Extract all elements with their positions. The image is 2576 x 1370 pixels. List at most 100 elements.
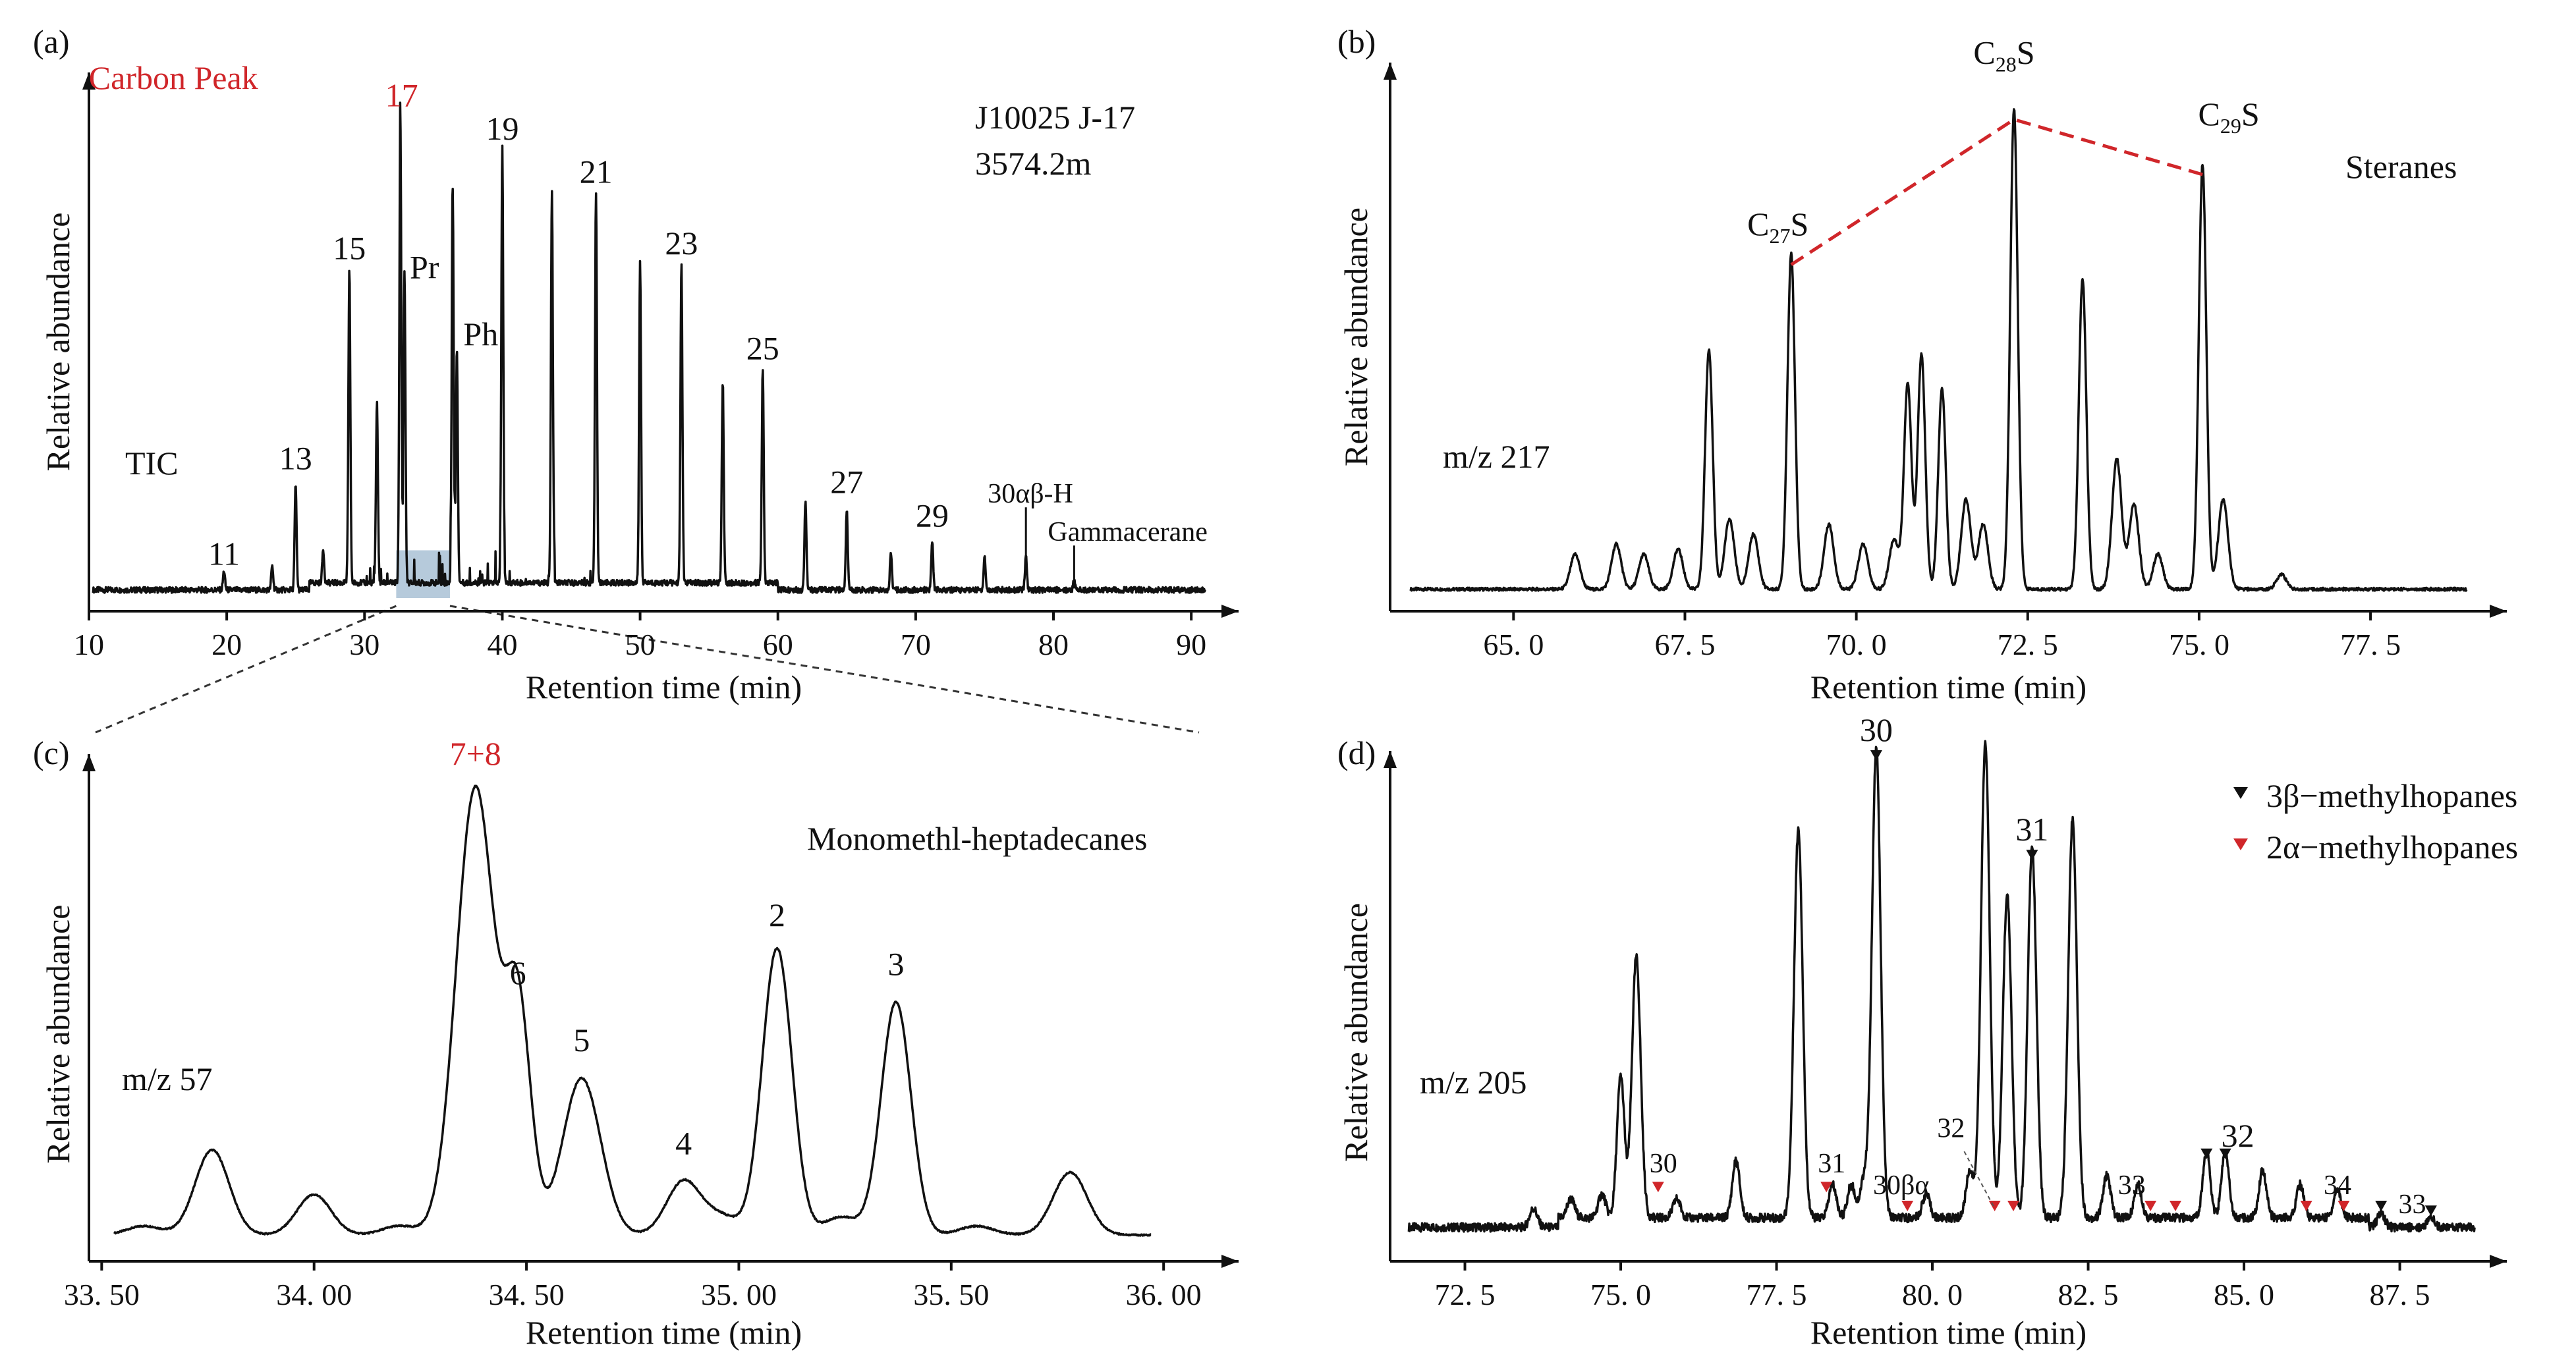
y-axis-arrow bbox=[82, 72, 96, 90]
x-tick-label: 90 bbox=[1176, 628, 1206, 661]
group-label: Monomethl-heptadecanes bbox=[807, 820, 1147, 857]
peak-marker bbox=[2169, 1201, 2181, 1211]
peak-label: 19 bbox=[486, 110, 518, 147]
sample-depth: 3574.2m bbox=[975, 145, 1092, 182]
peak-marker bbox=[2026, 850, 2038, 861]
x-axis-label: Retention time (min) bbox=[526, 1314, 802, 1351]
peak-label: 6 bbox=[510, 954, 526, 991]
x-tick-label: 35. 50 bbox=[913, 1278, 989, 1311]
marker-label: 30 bbox=[1650, 1149, 1677, 1179]
panel-label: (c) bbox=[33, 734, 70, 771]
x-axis-arrow bbox=[1221, 1255, 1239, 1268]
y-axis-label: Relative abundance bbox=[1337, 207, 1374, 466]
x-tick-label: 67. 5 bbox=[1654, 628, 1715, 661]
peak-marker bbox=[2338, 1201, 2350, 1211]
legend-marker bbox=[2233, 838, 2248, 850]
leader-line bbox=[1963, 1151, 1996, 1209]
peak-label: 7+8 bbox=[450, 735, 501, 772]
x-axis-label: Retention time (min) bbox=[526, 669, 802, 705]
y-axis-arrow bbox=[1384, 63, 1397, 80]
peak-label-c29s: C29S bbox=[2198, 96, 2260, 138]
x-tick-label: 65. 0 bbox=[1483, 628, 1544, 661]
x-tick-label: 75. 0 bbox=[1590, 1278, 1651, 1311]
peak-marker bbox=[2375, 1201, 2388, 1211]
zoom-connectors bbox=[95, 605, 1200, 734]
peak-label: 2 bbox=[769, 896, 785, 933]
panel-a: (a) 10 20 30 40 50 60 70 80 90 11 13 15 17 Pr Ph 19 21 23 2… bbox=[33, 23, 1239, 705]
x-tick-label: 60 bbox=[763, 628, 793, 661]
panel-b: (b) 65. 0 67. 5 70. 0 72. 5 75. 0 77. 5 C27S C28… bbox=[1337, 23, 2507, 705]
peak-label-hopane: 30αβ-H bbox=[988, 479, 1073, 509]
x-tick-label: 80. 0 bbox=[1902, 1278, 1963, 1311]
x-tick-label: 72. 5 bbox=[1435, 1278, 1496, 1311]
peak-marker bbox=[2007, 1201, 2020, 1211]
x-tick-label: 87. 5 bbox=[2370, 1278, 2430, 1311]
x-tick-label: 77. 5 bbox=[2340, 628, 2401, 661]
chart-title: Carbon Peak bbox=[89, 59, 258, 96]
peak-label: 5 bbox=[573, 1022, 590, 1058]
peak-label: 29 bbox=[916, 497, 949, 534]
annotation-text: 34 bbox=[2324, 1170, 2351, 1201]
trace-label: m/z 217 bbox=[1443, 438, 1550, 475]
x-tick-label: 75. 0 bbox=[2169, 628, 2229, 661]
peak-marker bbox=[2200, 1148, 2213, 1159]
y-axis-label: Relative abundance bbox=[40, 213, 76, 472]
peak-label: 3 bbox=[888, 946, 905, 983]
x-tick-label: 40 bbox=[487, 628, 517, 661]
x-axis-label: Retention time (min) bbox=[1810, 669, 2086, 705]
x-tick-label: 70 bbox=[901, 628, 931, 661]
peak-label: 27 bbox=[830, 464, 863, 501]
legend-marker bbox=[2233, 787, 2248, 799]
y-axis-label: Relative abundance bbox=[1337, 903, 1374, 1162]
x-tick-label: 36. 00 bbox=[1126, 1278, 1202, 1311]
zoom-connector-right bbox=[449, 605, 1200, 734]
peak-label-c27s: C27S bbox=[1747, 206, 1808, 248]
annotation-text: 33 bbox=[2118, 1170, 2146, 1201]
annotation-text: 32 bbox=[1937, 1114, 1965, 1144]
x-tick-label: 82. 5 bbox=[2058, 1278, 2119, 1311]
x-tick-label: 20 bbox=[211, 628, 242, 661]
x-tick-label: 33. 50 bbox=[64, 1278, 140, 1311]
annotation-text: 32 bbox=[2222, 1117, 2254, 1154]
x-tick-label: 34. 50 bbox=[489, 1278, 565, 1311]
peak-marker bbox=[1901, 1201, 1914, 1211]
tic-trace bbox=[92, 101, 1206, 594]
x-tick-label: 80 bbox=[1038, 628, 1069, 661]
x-tick-label: 30 bbox=[349, 628, 379, 661]
annotation-text: 30βα bbox=[1873, 1170, 1929, 1201]
x-tick-label: 10 bbox=[74, 628, 104, 661]
marker-label: 31 bbox=[2015, 811, 2048, 848]
y-axis-label: Relative abundance bbox=[40, 905, 76, 1164]
peak-label-ph: Ph bbox=[463, 315, 498, 352]
trace-label: TIC bbox=[125, 445, 179, 481]
annotation-text: 33 bbox=[2398, 1190, 2426, 1220]
x-tick-label: 70. 0 bbox=[1826, 628, 1887, 661]
x-tick-label: 72. 5 bbox=[1998, 628, 2058, 661]
trace-label: m/z 57 bbox=[122, 1060, 212, 1097]
x-axis-label: Retention time (min) bbox=[1810, 1314, 2086, 1351]
peak-marker bbox=[2219, 1148, 2231, 1159]
peak-label: 21 bbox=[580, 153, 613, 190]
sample-id: J10025 J-17 bbox=[975, 99, 1135, 136]
peak-label: 25 bbox=[746, 330, 779, 367]
peak-label: 23 bbox=[665, 225, 698, 261]
peak-label-c28s: C28S bbox=[1973, 34, 2034, 76]
peak-marker bbox=[1652, 1182, 1664, 1193]
peak-label: 11 bbox=[208, 535, 240, 572]
peak-label-gammacerane: Gammacerane bbox=[1048, 517, 1208, 547]
x-tick-label: 35. 00 bbox=[701, 1278, 777, 1311]
mz217-trace bbox=[1409, 108, 2468, 592]
peak-marker bbox=[1820, 1182, 1833, 1193]
x-axis-arrow bbox=[2490, 1255, 2507, 1268]
x-axis-arrow bbox=[2490, 605, 2507, 618]
peak-marker bbox=[1988, 1201, 2001, 1211]
peak-marker bbox=[2144, 1201, 2157, 1211]
peak-marker bbox=[2300, 1201, 2312, 1211]
peak-label-pr: Pr bbox=[410, 248, 439, 285]
mz205-trace bbox=[1407, 740, 2476, 1233]
trace-label: m/z 205 bbox=[1420, 1064, 1526, 1101]
zoom-connector-left bbox=[95, 605, 397, 734]
legend-label: 3β−methylhopanes bbox=[2266, 777, 2517, 814]
peak-label: 13 bbox=[279, 439, 312, 476]
